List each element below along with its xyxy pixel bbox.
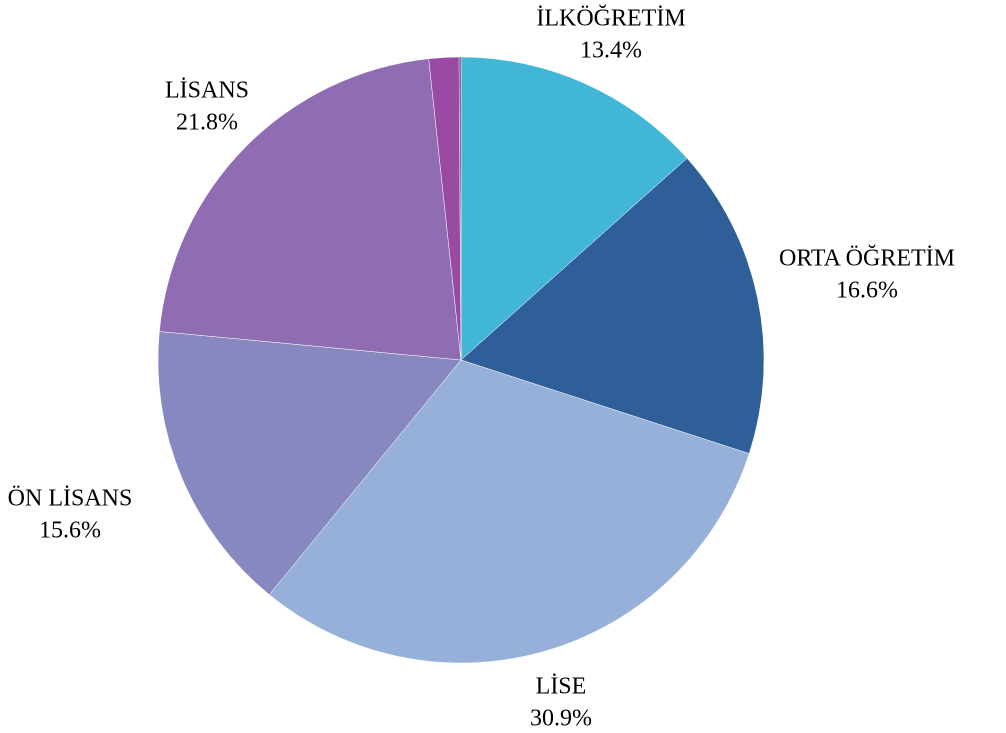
slice-value-label: 15.6% bbox=[39, 518, 101, 544]
slice-label: LİSE bbox=[536, 674, 587, 700]
slice-value-label: 13.4% bbox=[580, 38, 642, 64]
pie-slice bbox=[460, 56, 688, 361]
slice-value-label: 16.6% bbox=[836, 278, 898, 304]
pie-slice bbox=[268, 359, 750, 664]
slice-label: LİSANS bbox=[165, 78, 249, 104]
slice-label: ORTA ÖĞRETİM bbox=[779, 246, 955, 272]
slice-label: İLKÖĞRETİM bbox=[536, 6, 685, 32]
pie-slice bbox=[458, 56, 462, 361]
slice-value-label: 30.9% bbox=[530, 706, 592, 732]
pie-slice bbox=[157, 331, 462, 596]
slice-label: ÖN LİSANS bbox=[8, 486, 133, 512]
pie-slice bbox=[159, 58, 462, 361]
pie-slice bbox=[460, 157, 765, 454]
slice-value-label: 21.8% bbox=[176, 110, 238, 136]
